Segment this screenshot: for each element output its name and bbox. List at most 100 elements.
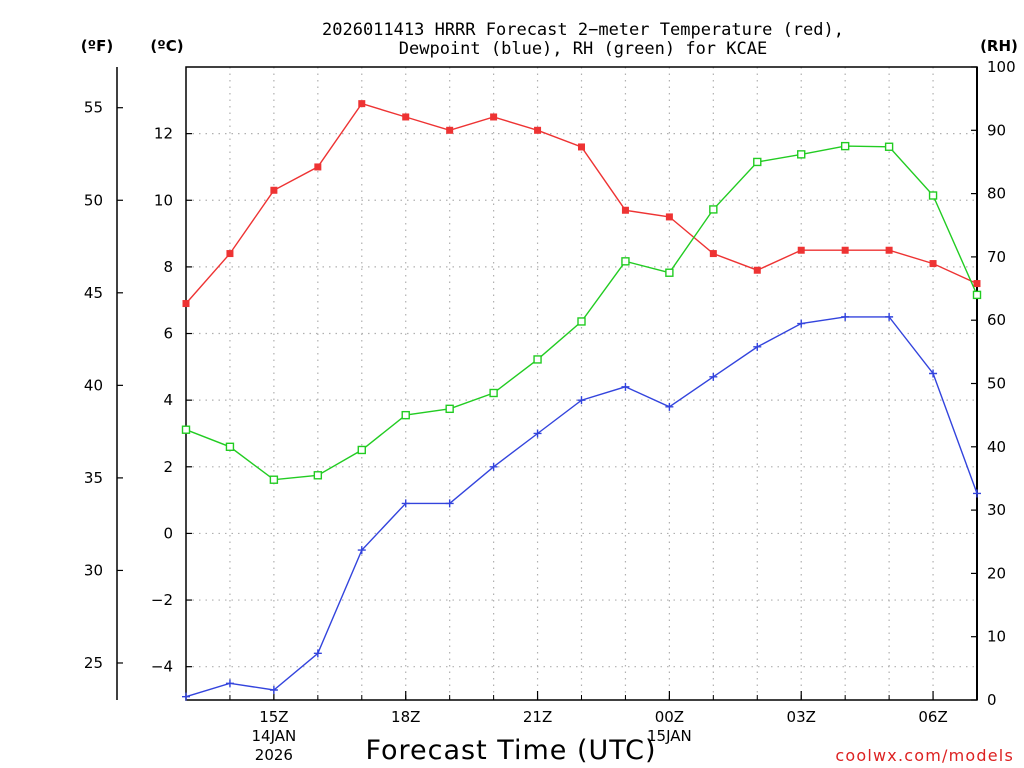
rh-point <box>181 425 191 434</box>
temperature-point <box>929 260 937 268</box>
fahrenheit-tick-label: 25 <box>84 654 103 672</box>
temperature-point <box>446 126 454 134</box>
watermark: coolwx.com/models <box>835 746 1014 765</box>
rh-tick-label: 10 <box>987 628 1006 646</box>
rh-point <box>709 205 718 214</box>
dewpoint-point <box>929 369 938 378</box>
temperature-point <box>270 186 278 194</box>
dewpoint-point <box>665 402 674 411</box>
dewpoint-point <box>401 499 410 508</box>
celsius-tick-label: −2 <box>151 591 173 609</box>
temperature-point <box>314 163 322 171</box>
temperature-point <box>621 206 629 214</box>
rh-point <box>665 268 674 277</box>
rh-point <box>445 404 454 414</box>
celsius-tick-label: 10 <box>154 191 173 209</box>
temperature-point <box>709 250 717 258</box>
rh-point <box>621 257 630 266</box>
rh-tick-label: 70 <box>987 248 1006 266</box>
dewpoint-point <box>797 319 806 328</box>
temperature-series <box>182 100 981 308</box>
rh-point <box>840 141 850 151</box>
chart-title-line-2: Dewpoint (blue), RH (green) for KCAE <box>399 39 767 59</box>
rh-point <box>489 388 498 398</box>
data-series <box>181 100 982 701</box>
x-tick-year: 2026 <box>255 746 293 764</box>
axes: 25 30 35 40 45 50 55 −4 −2 0 2 4 6 8 10 12 0 10 20 30 40 50 60… <box>84 58 1016 764</box>
rh-tick-label: 30 <box>987 501 1006 519</box>
celsius-tick-label: 12 <box>154 125 173 143</box>
dewpoint-point <box>445 499 454 508</box>
rh-point <box>357 445 366 455</box>
x-tick-label: 06Z <box>918 708 947 726</box>
dewpoint-series <box>182 312 981 701</box>
x-tick-label: 21Z <box>523 708 552 726</box>
rh-series <box>181 141 982 484</box>
x-tick-date: 15JAN <box>647 727 692 745</box>
rh-point <box>313 471 323 480</box>
rh-point <box>928 191 938 200</box>
x-tick-label: 18Z <box>391 708 420 726</box>
dewpoint-point <box>357 546 366 555</box>
rh-point <box>972 290 982 300</box>
rh-point <box>269 475 279 484</box>
temperature-point <box>358 100 366 108</box>
rh-line <box>185 145 978 481</box>
dewpoint-point <box>225 679 234 688</box>
dewpoint-point <box>709 372 718 381</box>
temperature-point <box>841 246 849 254</box>
fahrenheit-axis-unit: (ºF) <box>81 37 113 55</box>
fahrenheit-tick-label: 45 <box>84 284 103 302</box>
temperature-point <box>182 300 190 308</box>
temperature-point <box>490 113 498 121</box>
celsius-tick-label: 8 <box>163 258 173 276</box>
rh-tick-label: 80 <box>987 185 1006 203</box>
temperature-point <box>402 113 410 121</box>
rh-tick-label: 60 <box>987 311 1006 329</box>
rh-tick-label: 40 <box>987 438 1006 456</box>
rh-tick-label: 20 <box>987 564 1006 582</box>
x-tick-date: 14JAN <box>252 727 297 745</box>
fahrenheit-tick-label: 40 <box>84 376 103 394</box>
celsius-tick-label: 0 <box>163 524 173 542</box>
celsius-tick-label: 6 <box>163 325 173 343</box>
dewpoint-point <box>885 312 894 321</box>
dewpoint-point <box>621 382 630 391</box>
dewpoint-point <box>533 429 542 438</box>
temperature-point <box>885 246 893 254</box>
fahrenheit-tick-label: 35 <box>84 469 103 487</box>
rh-point <box>884 142 894 151</box>
rh-point <box>577 317 586 326</box>
fahrenheit-tick-label: 50 <box>84 191 103 209</box>
rh-point <box>401 410 410 420</box>
rh-tick-label: 100 <box>987 58 1016 76</box>
x-tick-label: 15Z <box>259 708 288 726</box>
dewpoint-point <box>973 489 981 498</box>
celsius-tick-label: 4 <box>163 391 173 409</box>
temperature-point <box>578 143 585 151</box>
rh-point <box>797 150 806 159</box>
temperature-point <box>534 126 542 134</box>
x-tick-label: 03Z <box>787 708 816 726</box>
chart-title-line-1: 2026011413 HRRR Forecast 2−meter Tempera… <box>322 20 844 40</box>
dewpoint-point <box>577 396 586 405</box>
temperature-point <box>226 250 234 258</box>
dewpoint-point <box>753 342 762 351</box>
rh-tick-label: 0 <box>987 691 997 709</box>
dewpoint-point <box>489 462 498 471</box>
temperature-point <box>797 246 805 254</box>
x-axis-label: Forecast Time (UTC) <box>365 735 656 766</box>
celsius-tick-label: −4 <box>151 658 173 676</box>
rh-point <box>753 157 762 167</box>
rh-tick-label: 90 <box>987 121 1006 139</box>
grid-lines <box>186 67 977 700</box>
celsius-tick-label: 2 <box>163 458 173 476</box>
plot-frame <box>185 66 978 701</box>
temperature-point <box>753 266 761 274</box>
fahrenheit-tick-label: 30 <box>84 561 103 579</box>
dewpoint-point <box>182 692 190 701</box>
temperature-point <box>665 213 673 221</box>
rh-point <box>225 442 235 451</box>
rh-axis-unit: (RH) <box>980 37 1018 55</box>
